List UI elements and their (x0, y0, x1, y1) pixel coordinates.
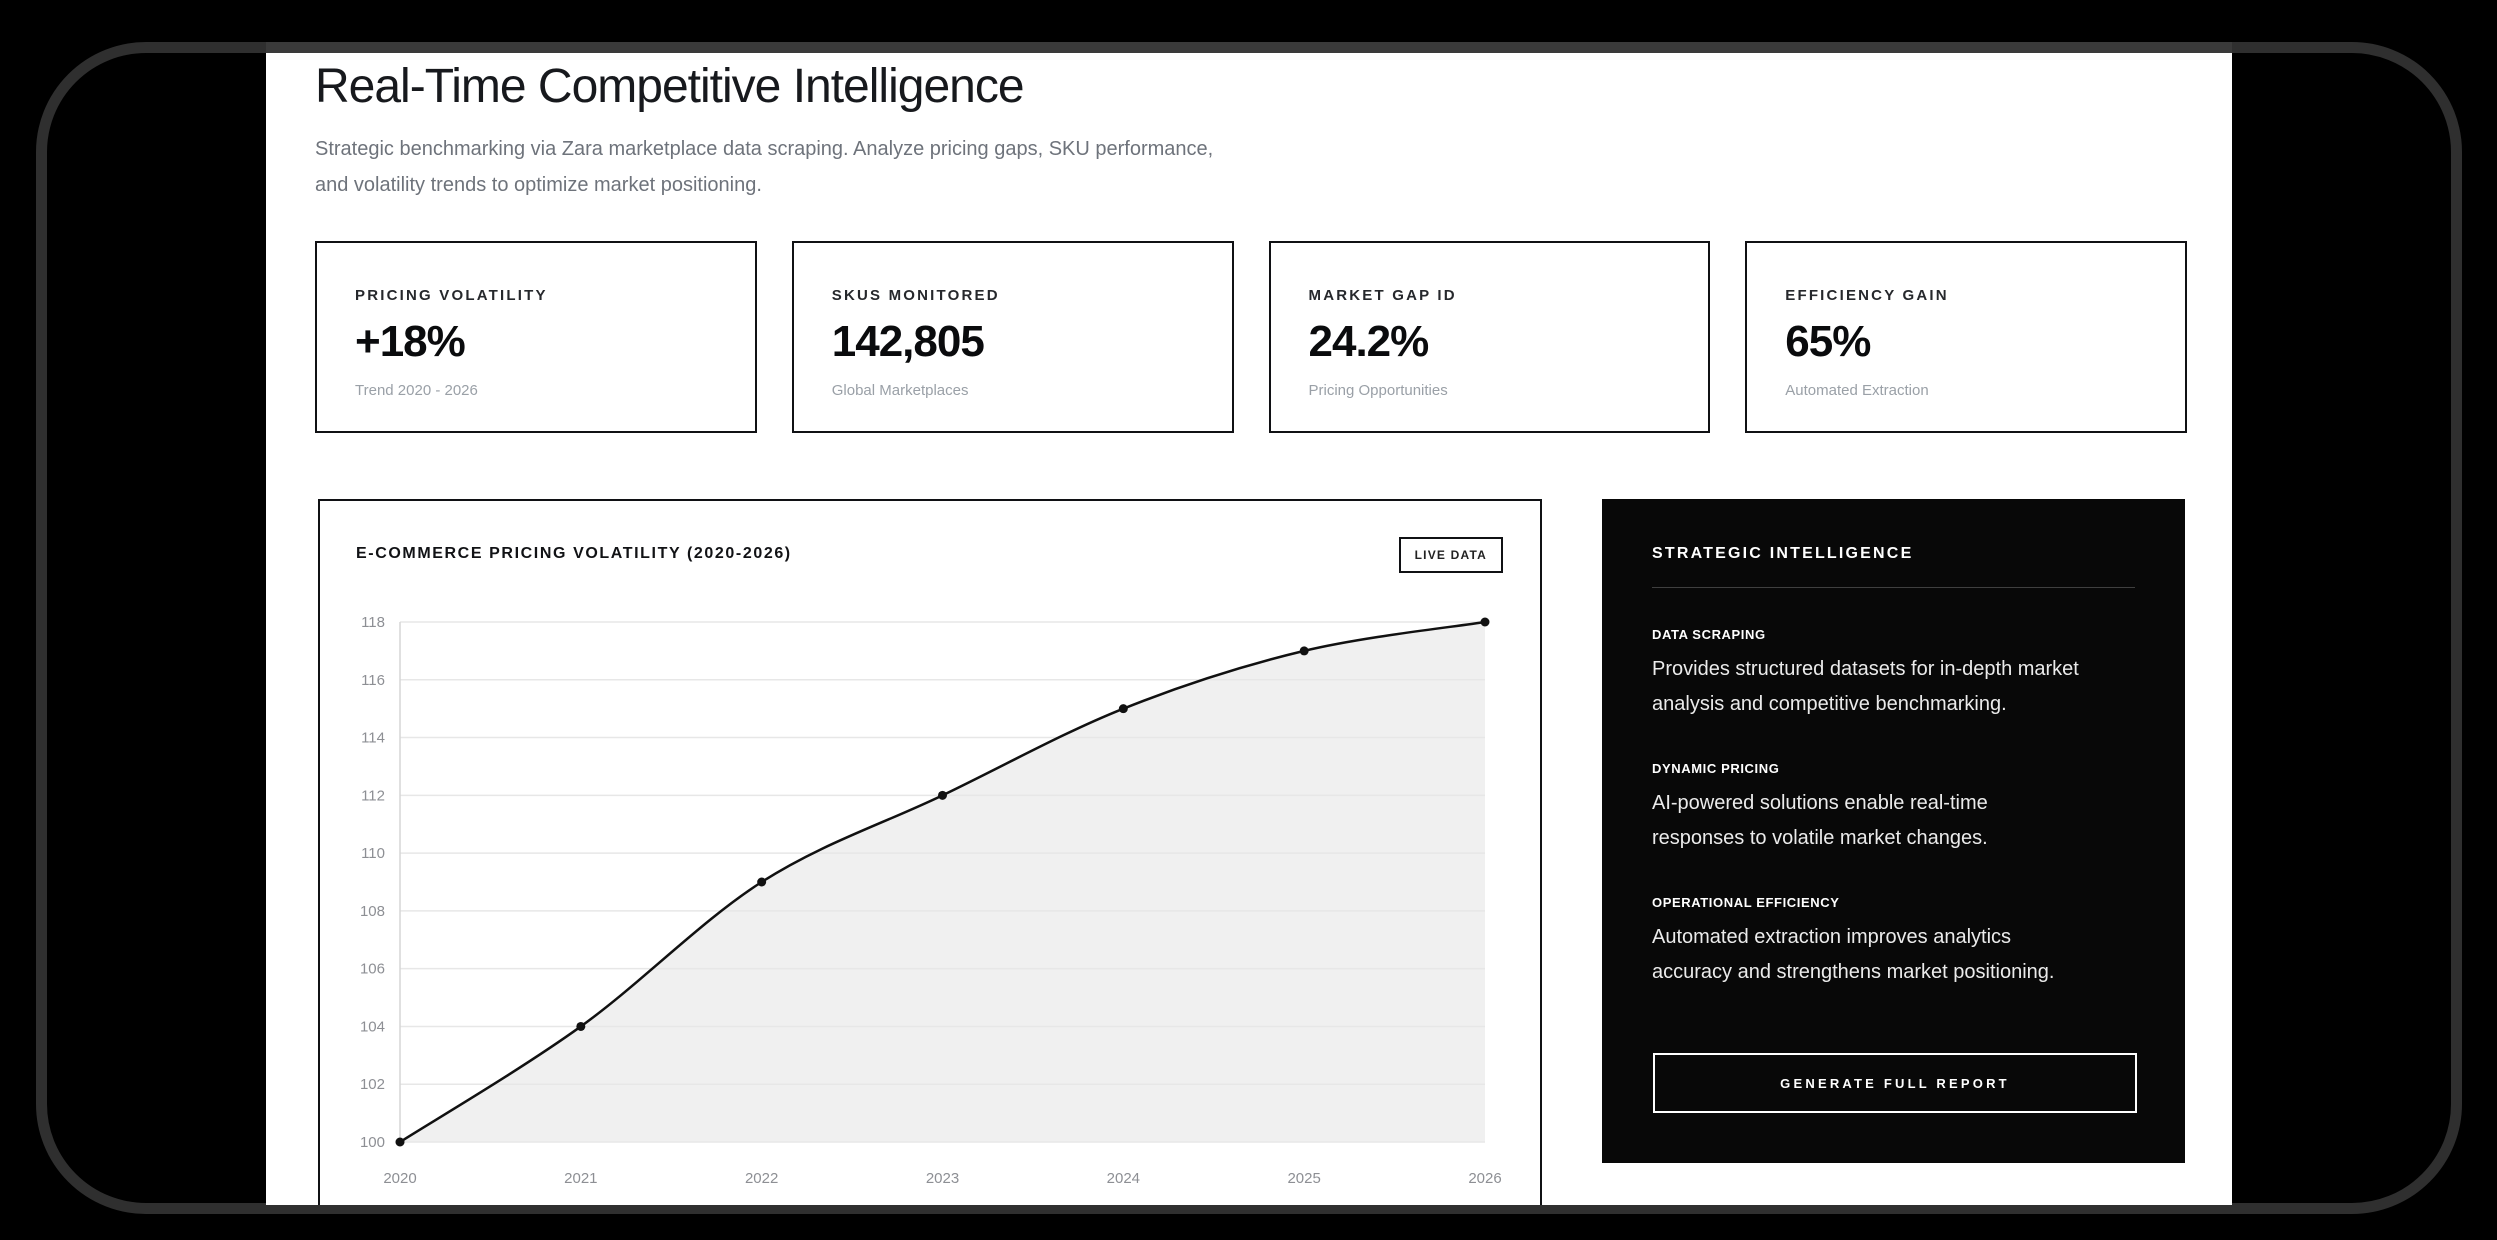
svg-text:2025: 2025 (1287, 1170, 1320, 1187)
svg-text:116: 116 (361, 672, 385, 689)
page-subtitle-line-2: and volatility trends to optimize market… (315, 174, 762, 196)
stat-cards-row: PRICING VOLATILITY +18% Trend 2020 - 202… (315, 241, 2187, 433)
svg-text:2023: 2023 (926, 1170, 959, 1187)
stat-value: +18% (355, 317, 466, 366)
stat-card-market-gap: MARKET GAP ID 24.2% Pricing Opportunitie… (1268, 241, 1711, 433)
stat-card-efficiency-gain: EFFICIENCY GAIN 65% Automated Extraction (1745, 241, 2187, 433)
svg-text:2022: 2022 (745, 1170, 778, 1187)
dashboard-page: Real-Time Competitive Intelligence Strat… (266, 42, 2232, 1205)
intel-section-label: DYNAMIC PRICING (1652, 761, 1780, 776)
svg-text:114: 114 (361, 730, 385, 747)
svg-text:2020: 2020 (383, 1170, 416, 1187)
intel-section-label: OPERATIONAL EFFICIENCY (1652, 895, 1840, 910)
svg-text:104: 104 (360, 1018, 385, 1035)
intel-section-text: Automated extraction improves analytics … (1652, 920, 2135, 990)
stat-value: 142,805 (831, 317, 985, 366)
chart-title: E-COMMERCE PRICING VOLATILITY (2020-2026… (356, 545, 792, 562)
intel-text-line: accuracy and strengthens market position… (1652, 961, 2055, 983)
volatility-chart: 100 102 104 106 108 110 112 114 116 118 2020 2021 20… (360, 614, 1502, 1187)
intel-section-text: AI-powered solutions enable real-time re… (1652, 786, 2135, 856)
stat-caption: Global Marketplaces (831, 382, 969, 399)
intel-panel-title: STRATEGIC INTELLIGENCE (1652, 545, 1914, 562)
page-title: Real-Time Competitive Intelligence (315, 60, 1025, 113)
svg-text:102: 102 (360, 1076, 385, 1093)
stat-label: MARKET GAP ID (1308, 287, 1457, 304)
svg-text:2021: 2021 (564, 1170, 597, 1187)
intel-text-line: analysis and competitive benchmarking. (1652, 693, 2007, 715)
stat-card-pricing-volatility: PRICING VOLATILITY +18% Trend 2020 - 202… (315, 241, 757, 433)
intel-section-data-scraping: DATA SCRAPING Provides structured datase… (1652, 627, 2135, 722)
intel-section-dynamic-pricing: DYNAMIC PRICING AI-powered solutions ena… (1652, 761, 2135, 856)
intel-text-line: Provides structured datasets for in-dept… (1652, 658, 2079, 680)
live-data-badge[interactable]: LIVE DATA (1398, 537, 1503, 573)
volatility-chart-panel: 100 102 104 106 108 110 112 114 116 118 2020 2021 20… (318, 499, 1542, 1205)
svg-text:100: 100 (360, 1134, 385, 1151)
stat-caption: Trend 2020 - 2026 (355, 382, 478, 399)
generate-full-report-button[interactable]: GENERATE FULL REPORT (1653, 1053, 2137, 1113)
stat-value: 24.2% (1308, 317, 1430, 366)
stat-label: EFFICIENCY GAIN (1785, 287, 1949, 304)
page-subtitle-line-1: Strategic benchmarking via Zara marketpl… (315, 138, 1214, 160)
svg-text:106: 106 (360, 961, 385, 978)
page-subtitle: Strategic benchmarking via Zara marketpl… (315, 131, 1213, 203)
stat-label: PRICING VOLATILITY (355, 287, 548, 304)
intel-text-line: responses to volatile market changes. (1652, 827, 1988, 849)
stat-card-skus-monitored: SKUS MONITORED 142,805 Global Marketplac… (791, 241, 1234, 433)
stat-value: 65% (1785, 317, 1871, 366)
strategic-intelligence-panel: STRATEGIC INTELLIGENCE DATA SCRAPING Pro… (1602, 499, 2185, 1163)
intel-text-line: AI-powered solutions enable real-time (1652, 792, 1988, 814)
svg-text:2024: 2024 (1107, 1170, 1140, 1187)
intel-section-operational-efficiency: OPERATIONAL EFFICIENCY Automated extract… (1652, 895, 2135, 990)
svg-text:108: 108 (360, 903, 385, 920)
intel-divider (1652, 587, 2135, 588)
intel-text-line: Automated extraction improves analytics (1652, 926, 2012, 948)
svg-text:118: 118 (361, 614, 385, 631)
stat-caption: Pricing Opportunities (1308, 382, 1448, 399)
intel-section-text: Provides structured datasets for in-dept… (1652, 652, 2135, 722)
stat-caption: Automated Extraction (1785, 382, 1929, 399)
svg-text:2026: 2026 (1468, 1170, 1501, 1187)
svg-text:110: 110 (361, 845, 385, 862)
intel-section-label: DATA SCRAPING (1652, 627, 1766, 642)
stat-label: SKUS MONITORED (831, 287, 1000, 304)
svg-text:112: 112 (361, 787, 385, 804)
